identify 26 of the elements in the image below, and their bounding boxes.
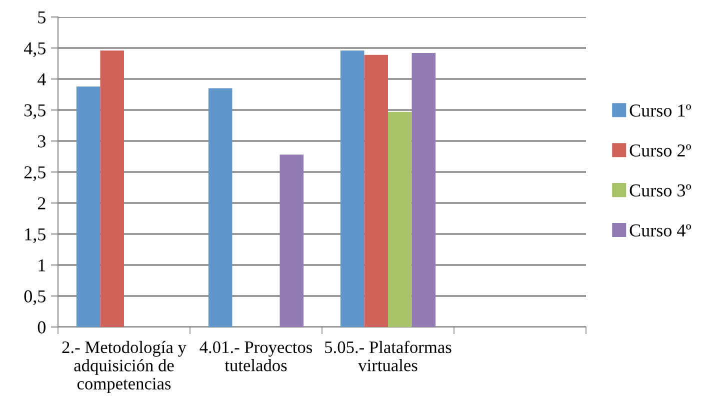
bar bbox=[364, 54, 388, 327]
legend-label: Curso 2º bbox=[630, 144, 692, 157]
bar bbox=[412, 52, 436, 327]
bar bbox=[280, 154, 304, 327]
legend-label: Curso 4º bbox=[630, 224, 692, 237]
bar bbox=[100, 50, 124, 327]
y-tick-label: 0 bbox=[38, 321, 46, 334]
y-tick-label: 5 bbox=[38, 11, 46, 24]
bar bbox=[208, 88, 232, 327]
y-tick-label: 2,5 bbox=[24, 166, 46, 182]
y-tick-label: 3 bbox=[38, 135, 46, 148]
y-tick-label: 1 bbox=[38, 259, 46, 272]
y-tick-label: 0,5 bbox=[24, 290, 46, 306]
y-tick-label: 3,5 bbox=[24, 104, 46, 120]
x-tick-label: 4.01.- Proyectos tutelados bbox=[200, 341, 312, 372]
y-tick-label: 1,5 bbox=[25, 228, 46, 244]
y-tick-label: 4 bbox=[38, 73, 46, 86]
y-tick-label: 2 bbox=[38, 197, 46, 210]
legend-label: Curso 3º bbox=[630, 184, 692, 197]
bar bbox=[388, 112, 412, 327]
bar bbox=[76, 86, 100, 327]
y-tick-label: 4,5 bbox=[24, 42, 46, 58]
x-tick-label: 2.- Metodología y adquisición de competencias bbox=[62, 340, 186, 394]
bar bbox=[340, 50, 364, 327]
x-tick-label: 5.05.- Plataformas virtuales bbox=[325, 340, 452, 372]
legend-label: Curso 1º bbox=[630, 104, 692, 117]
